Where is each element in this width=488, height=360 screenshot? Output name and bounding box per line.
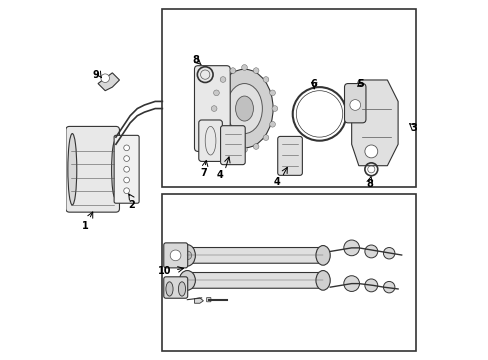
FancyBboxPatch shape xyxy=(114,135,139,203)
Circle shape xyxy=(183,251,191,260)
FancyBboxPatch shape xyxy=(163,243,187,268)
Circle shape xyxy=(123,188,129,194)
FancyBboxPatch shape xyxy=(186,273,324,288)
Polygon shape xyxy=(98,73,119,91)
Ellipse shape xyxy=(68,134,77,205)
Circle shape xyxy=(123,145,129,151)
Circle shape xyxy=(220,135,225,140)
FancyBboxPatch shape xyxy=(186,248,324,263)
Text: 5: 5 xyxy=(357,78,363,89)
Ellipse shape xyxy=(179,245,195,266)
Circle shape xyxy=(383,248,394,259)
Circle shape xyxy=(241,147,247,153)
Ellipse shape xyxy=(179,271,195,290)
FancyBboxPatch shape xyxy=(220,126,244,165)
Text: 4: 4 xyxy=(273,177,280,187)
Text: 6: 6 xyxy=(310,78,317,89)
Text: 3: 3 xyxy=(410,123,417,133)
Circle shape xyxy=(213,90,219,96)
Circle shape xyxy=(211,106,217,111)
Circle shape xyxy=(364,279,377,292)
Circle shape xyxy=(220,77,225,82)
Circle shape xyxy=(343,276,359,292)
FancyBboxPatch shape xyxy=(66,126,119,212)
Circle shape xyxy=(349,100,360,111)
Circle shape xyxy=(241,64,247,70)
Circle shape xyxy=(269,121,275,127)
Polygon shape xyxy=(351,80,397,166)
Circle shape xyxy=(364,245,377,258)
FancyBboxPatch shape xyxy=(277,136,302,175)
Circle shape xyxy=(364,145,377,158)
Text: 9: 9 xyxy=(93,69,100,80)
Text: 7: 7 xyxy=(200,168,206,178)
FancyBboxPatch shape xyxy=(344,84,365,123)
Circle shape xyxy=(229,144,235,149)
Circle shape xyxy=(101,74,109,82)
Circle shape xyxy=(383,282,394,293)
Text: 4: 4 xyxy=(216,170,223,180)
Ellipse shape xyxy=(165,282,173,296)
Circle shape xyxy=(253,68,259,73)
Circle shape xyxy=(123,156,129,161)
Ellipse shape xyxy=(216,69,272,148)
Circle shape xyxy=(263,135,268,140)
Circle shape xyxy=(229,68,235,73)
Ellipse shape xyxy=(178,282,185,296)
Circle shape xyxy=(269,90,275,96)
FancyBboxPatch shape xyxy=(198,120,222,161)
Ellipse shape xyxy=(226,84,262,134)
Circle shape xyxy=(263,77,268,82)
Text: 1: 1 xyxy=(82,221,89,231)
Ellipse shape xyxy=(235,96,253,121)
Bar xyxy=(162,194,415,351)
Circle shape xyxy=(213,121,219,127)
Text: 10: 10 xyxy=(158,266,171,276)
Circle shape xyxy=(170,250,181,261)
FancyBboxPatch shape xyxy=(194,66,230,152)
Circle shape xyxy=(343,240,359,256)
Ellipse shape xyxy=(315,271,329,290)
Ellipse shape xyxy=(111,141,119,198)
Text: 8: 8 xyxy=(192,55,199,65)
Bar xyxy=(162,9,415,187)
Text: 2: 2 xyxy=(128,200,135,210)
Circle shape xyxy=(123,166,129,172)
FancyBboxPatch shape xyxy=(163,277,187,298)
FancyBboxPatch shape xyxy=(206,297,210,302)
Text: 8: 8 xyxy=(366,179,372,189)
Circle shape xyxy=(271,106,277,111)
Polygon shape xyxy=(194,298,203,303)
Circle shape xyxy=(253,144,259,149)
Ellipse shape xyxy=(315,246,329,265)
Circle shape xyxy=(123,177,129,183)
